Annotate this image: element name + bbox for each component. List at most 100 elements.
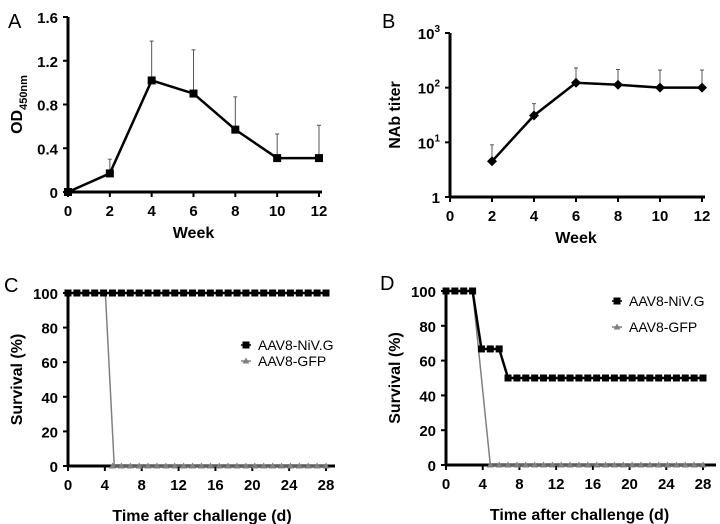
marker-square bbox=[602, 374, 610, 382]
marker-triangle bbox=[531, 461, 539, 468]
x-tick-label: 12 bbox=[548, 476, 565, 493]
marker-square bbox=[64, 188, 72, 196]
y-label-main: OD bbox=[9, 110, 26, 134]
marker-square bbox=[147, 76, 156, 85]
marker-square bbox=[548, 374, 556, 382]
y-tick-label: 100 bbox=[33, 286, 58, 303]
tick-base: 1 bbox=[432, 190, 440, 207]
marker-square bbox=[171, 289, 179, 297]
marker-triangle bbox=[699, 461, 707, 468]
tick-exponent: 3 bbox=[434, 24, 440, 35]
marker-square bbox=[486, 345, 494, 353]
tick-base: 10 bbox=[418, 135, 435, 152]
x-tick-label: 2 bbox=[106, 203, 114, 220]
marker-triangle bbox=[233, 462, 241, 469]
marker-square bbox=[442, 287, 450, 295]
marker-square bbox=[197, 289, 205, 297]
x-tick-label: 4 bbox=[101, 477, 110, 494]
y-tick-label: 0 bbox=[428, 458, 436, 475]
marker-square bbox=[144, 289, 152, 297]
marker-square bbox=[575, 374, 583, 382]
y-tick-label: 103 bbox=[418, 24, 441, 43]
marker-square bbox=[513, 374, 521, 382]
marker-triangle bbox=[135, 462, 143, 469]
x-tick-label: 28 bbox=[695, 476, 712, 493]
x-axis-label: Time after challenge (d) bbox=[490, 507, 669, 524]
marker-square bbox=[477, 345, 485, 353]
x-tick-label: 0 bbox=[446, 208, 454, 225]
marker-triangle bbox=[522, 461, 530, 468]
marker-diamond bbox=[487, 156, 497, 167]
marker-triangle bbox=[610, 461, 618, 468]
legend-label: AAV8-NiV.G bbox=[629, 293, 704, 309]
y-tick-label: 20 bbox=[419, 423, 436, 440]
marker-triangle bbox=[486, 461, 494, 468]
y-tick-label: 40 bbox=[41, 390, 58, 407]
tick-base: 10 bbox=[418, 26, 435, 43]
marker-square bbox=[531, 374, 539, 382]
marker-square bbox=[260, 289, 268, 297]
marker-triangle bbox=[206, 462, 214, 469]
y-tick-label: 1.2 bbox=[37, 54, 58, 71]
x-tick-label: 8 bbox=[231, 203, 239, 220]
marker-triangle bbox=[162, 462, 170, 469]
x-tick-label: 12 bbox=[311, 203, 328, 220]
x-axis-label: Week bbox=[555, 230, 597, 247]
marker-square bbox=[637, 374, 645, 382]
marker-square bbox=[153, 289, 161, 297]
x-axis-label: Time after challenge (d) bbox=[112, 508, 291, 524]
y-label-main: Survival (%) bbox=[9, 334, 26, 426]
panel-a: A 0 2 4 6 8 10 12 0 0.4 0.8 1.2 1.6 Week OD450nm bbox=[8, 10, 327, 242]
y-tick-label: 40 bbox=[419, 388, 436, 405]
marker-triangle bbox=[548, 461, 556, 468]
x-tick-label: 12 bbox=[170, 477, 187, 494]
y-axis-label: Survival (%) bbox=[387, 332, 404, 424]
marker-triangle bbox=[269, 462, 277, 469]
legend-item: AAV8-GFP bbox=[612, 319, 697, 335]
marker-triangle bbox=[144, 462, 152, 469]
tick-exponent: 1 bbox=[434, 133, 440, 144]
marker-triangle bbox=[224, 462, 232, 469]
marker-triangle bbox=[495, 461, 503, 468]
marker-square bbox=[313, 289, 321, 297]
marker-triangle bbox=[690, 461, 698, 468]
marker-triangle bbox=[171, 462, 179, 469]
marker-triangle bbox=[619, 461, 627, 468]
marker-square bbox=[304, 289, 312, 297]
x-tick-label: 10 bbox=[652, 208, 669, 225]
marker-square bbox=[557, 374, 565, 382]
y-tick-label: 20 bbox=[41, 424, 58, 441]
panel-d: D 0 4 8 12 16 20 24 28 0 20 40 60 80 100 Time after cha… bbox=[380, 273, 716, 524]
legend-item: AAV8-GFP bbox=[241, 353, 326, 369]
marker-square bbox=[73, 289, 81, 297]
x-tick-label: 20 bbox=[621, 476, 638, 493]
marker-triangle bbox=[278, 462, 286, 469]
marker-square bbox=[233, 289, 241, 297]
marker-triangle bbox=[295, 462, 303, 469]
marker-square bbox=[469, 287, 477, 295]
marker-square bbox=[584, 374, 592, 382]
marker-square bbox=[646, 374, 654, 382]
marker-square bbox=[64, 289, 72, 297]
y-tick-label: 80 bbox=[419, 319, 436, 336]
marker-triangle bbox=[304, 462, 312, 469]
y-tick-label: 0 bbox=[50, 185, 58, 202]
x-tick-label: 2 bbox=[488, 208, 496, 225]
marker-triangle bbox=[108, 462, 116, 469]
x-tick-label: 0 bbox=[64, 477, 72, 494]
marker-square bbox=[242, 289, 250, 297]
legend-item: AAV8-NiV.G bbox=[612, 293, 704, 309]
marker-square bbox=[224, 289, 232, 297]
marker-triangle bbox=[602, 461, 610, 468]
marker-triangle bbox=[628, 461, 636, 468]
x-tick-label: 16 bbox=[585, 476, 602, 493]
y-tick-label: 100 bbox=[411, 284, 436, 301]
x-tick-label: 8 bbox=[515, 476, 523, 493]
marker-square bbox=[162, 289, 170, 297]
marker-square bbox=[690, 374, 698, 382]
marker-square bbox=[135, 289, 143, 297]
y-tick-label: 80 bbox=[41, 321, 58, 338]
marker-triangle bbox=[513, 461, 521, 468]
tick-base: 10 bbox=[418, 81, 435, 98]
